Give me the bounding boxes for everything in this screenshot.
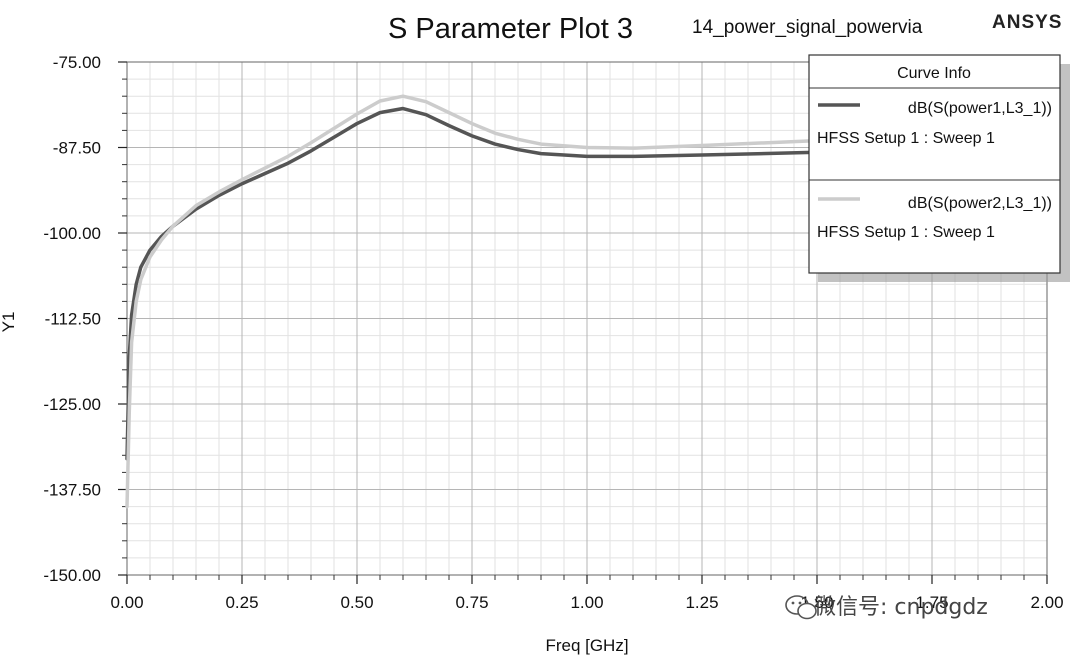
legend-heading: Curve Info (897, 65, 971, 82)
y-tick-label: -125.00 (43, 395, 101, 414)
wechat-watermark: 微信号: cnpdgdz (785, 595, 988, 620)
watermark-text: 微信号: cnpdgdz (814, 595, 988, 620)
y-tick-labels: -75.00 -87.50 -100.00 -112.50 -125.00 -137.50… (43, 53, 101, 585)
x-tick-label: 1.00 (570, 593, 603, 612)
x-axis-label: Freq [GHz] (545, 636, 628, 655)
chart-title: S Parameter Plot 3 (388, 13, 633, 45)
y-tick-label: -112.50 (45, 310, 101, 329)
y-tick-label: -137.50 (43, 481, 101, 500)
legend-series-2-setup: HFSS Setup 1 : Sweep 1 (817, 224, 995, 241)
x-tick-label: 1.75 (915, 593, 948, 612)
curve-info-legend[interactable]: Curve Info dB(S(power1,L3_1)) HFSS Setup… (808, 54, 1070, 282)
y-tick-label: -150.00 (43, 566, 101, 585)
x-axis-ticks (126, 575, 1048, 584)
design-name: 14_power_signal_powervia (692, 17, 923, 38)
x-tick-label: 2.00 (1030, 593, 1063, 612)
series-layer (125, 94, 1049, 509)
ansys-logo: ANSYS (992, 12, 1062, 33)
x-tick-label: 1.25 (685, 593, 718, 612)
y-tick-label: -75.00 (53, 53, 101, 72)
series-line-2 (125, 94, 1049, 509)
wechat-icon (785, 595, 817, 620)
x-tick-label: 0.00 (110, 593, 143, 612)
x-tick-label: 0.50 (340, 593, 373, 612)
x-tick-labels: 0.00 0.25 0.50 0.75 1.00 1.25 1.50 1.75 2.00 (110, 593, 1063, 612)
x-tick-label: 0.75 (455, 593, 488, 612)
x-tick-label: 0.25 (225, 593, 258, 612)
legend-box (808, 54, 1061, 274)
legend-series-2-name: dB(S(power2,L3_1)) (908, 195, 1052, 212)
legend-series-1-name: dB(S(power1,L3_1)) (908, 100, 1052, 117)
series-line-1 (125, 106, 1049, 461)
y-tick-label: -87.50 (53, 139, 101, 158)
y-tick-label: -100.00 (43, 224, 101, 243)
y-axis-label: Y1 (0, 312, 18, 333)
legend-series-1-setup: HFSS Setup 1 : Sweep 1 (817, 130, 995, 147)
